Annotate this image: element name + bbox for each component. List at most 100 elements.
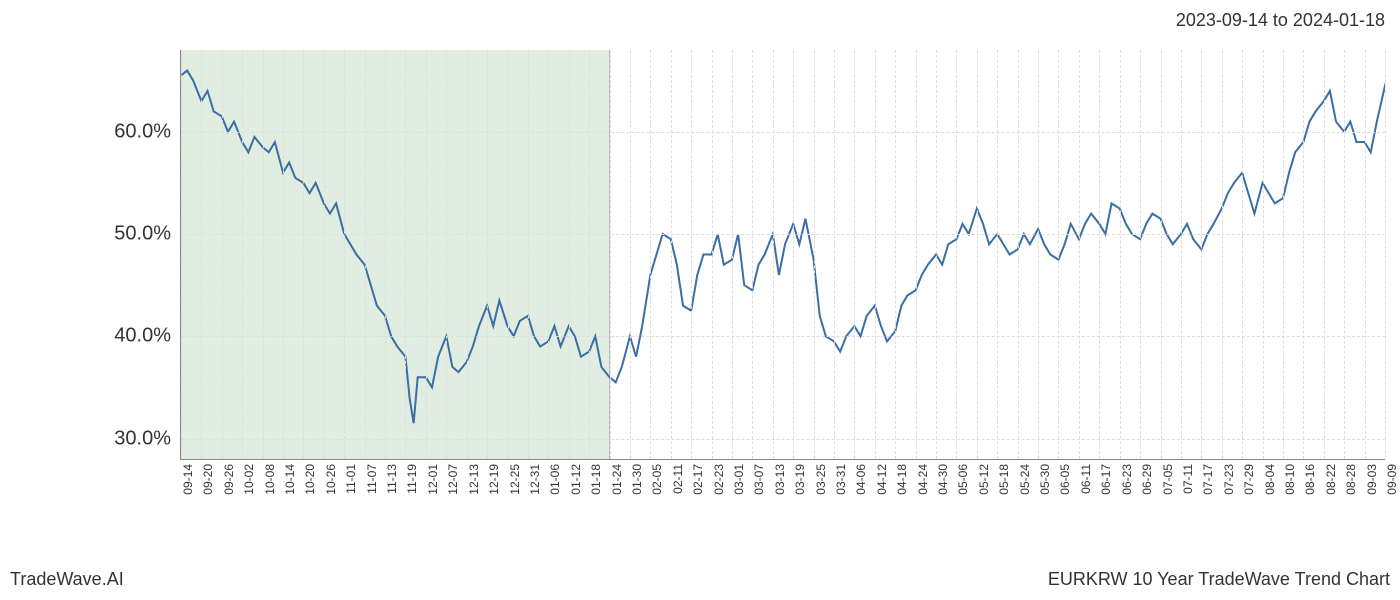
grid-line-v	[446, 50, 447, 459]
x-axis-label: 12-25	[508, 464, 522, 495]
x-axis-label: 10-26	[324, 464, 338, 495]
grid-line-v	[1181, 50, 1182, 459]
x-axis-label: 09-26	[222, 464, 236, 495]
grid-line-v	[303, 50, 304, 459]
grid-line-v	[1161, 50, 1162, 459]
x-axis-label: 12-31	[528, 464, 542, 495]
x-axis-label: 05-24	[1018, 464, 1032, 495]
x-axis-label: 05-30	[1038, 464, 1052, 495]
grid-line-v	[752, 50, 753, 459]
grid-line-v	[201, 50, 202, 459]
x-axis-label: 09-20	[201, 464, 215, 495]
grid-line-v	[916, 50, 917, 459]
x-axis-label: 03-19	[793, 464, 807, 495]
grid-line-v	[1324, 50, 1325, 459]
x-axis-label: 01-18	[589, 464, 603, 495]
x-axis-label: 04-12	[875, 464, 889, 495]
x-axis-label: 03-13	[773, 464, 787, 495]
grid-line-v	[1385, 50, 1386, 459]
grid-line-v	[283, 50, 284, 459]
grid-line-h	[181, 336, 1385, 337]
chart-container: 09-1409-2009-2610-0210-0810-1410-2010-26…	[60, 50, 1385, 540]
grid-line-v	[528, 50, 529, 459]
grid-line-v	[793, 50, 794, 459]
grid-line-v	[344, 50, 345, 459]
brand-label: TradeWave.AI	[10, 569, 124, 590]
x-axis-label: 12-13	[467, 464, 481, 495]
x-axis-label: 09-03	[1365, 464, 1379, 495]
grid-line-v	[1222, 50, 1223, 459]
grid-line-v	[630, 50, 631, 459]
grid-line-v	[650, 50, 651, 459]
x-axis-label: 10-08	[263, 464, 277, 495]
grid-line-v	[1140, 50, 1141, 459]
x-axis-label: 04-24	[916, 464, 930, 495]
x-axis-label: 07-11	[1181, 464, 1195, 494]
date-range-label: 2023-09-14 to 2024-01-18	[1176, 10, 1385, 31]
line-chart-svg	[181, 50, 1385, 459]
x-axis-label: 12-19	[487, 464, 501, 495]
x-axis-label: 06-29	[1140, 464, 1154, 495]
x-axis-label: 11-19	[405, 464, 419, 494]
x-axis-label: 08-22	[1324, 464, 1338, 495]
x-axis-label: 08-28	[1344, 464, 1358, 495]
grid-line-v	[487, 50, 488, 459]
grid-line-v	[548, 50, 549, 459]
y-axis-label: 30.0%	[114, 427, 181, 450]
x-axis-label: 10-14	[283, 464, 297, 495]
x-axis-label: 01-24	[610, 464, 624, 495]
x-axis-label: 02-05	[650, 464, 664, 495]
x-axis-label: 07-23	[1222, 464, 1236, 495]
x-axis-label: 07-29	[1242, 464, 1256, 495]
x-axis-label: 05-12	[977, 464, 991, 495]
x-axis-label: 08-16	[1303, 464, 1317, 495]
x-axis-label: 11-07	[365, 464, 379, 494]
grid-line-v	[1365, 50, 1366, 459]
grid-line-v	[405, 50, 406, 459]
grid-line-v	[385, 50, 386, 459]
grid-line-v	[1058, 50, 1059, 459]
x-axis-label: 04-18	[895, 464, 909, 495]
grid-line-v	[181, 50, 182, 459]
grid-line-v	[691, 50, 692, 459]
grid-line-v	[426, 50, 427, 459]
x-axis-label: 08-04	[1263, 464, 1277, 495]
x-axis-label: 01-30	[630, 464, 644, 495]
grid-line-v	[1201, 50, 1202, 459]
grid-line-v	[1079, 50, 1080, 459]
y-axis-label: 40.0%	[114, 325, 181, 348]
grid-line-v	[732, 50, 733, 459]
grid-line-v	[610, 50, 611, 459]
x-axis-label: 11-13	[385, 464, 399, 494]
x-axis-label: 12-01	[426, 464, 440, 495]
x-axis-label: 01-06	[548, 464, 562, 495]
grid-line-v	[1038, 50, 1039, 459]
grid-line-v	[854, 50, 855, 459]
x-axis-label: 11-01	[344, 464, 358, 494]
grid-line-v	[242, 50, 243, 459]
x-axis-label: 06-23	[1120, 464, 1134, 495]
grid-line-v	[263, 50, 264, 459]
grid-line-v	[1344, 50, 1345, 459]
grid-line-v	[712, 50, 713, 459]
grid-line-h	[181, 234, 1385, 235]
grid-line-v	[895, 50, 896, 459]
x-axis-label: 06-11	[1079, 464, 1093, 494]
x-axis-label: 07-17	[1201, 464, 1215, 495]
x-axis-label: 03-31	[834, 464, 848, 495]
x-axis-label: 05-06	[956, 464, 970, 495]
grid-line-v	[977, 50, 978, 459]
x-axis-label: 08-10	[1283, 464, 1297, 495]
y-axis-label: 60.0%	[114, 120, 181, 143]
grid-line-v	[1099, 50, 1100, 459]
grid-line-v	[1120, 50, 1121, 459]
grid-line-v	[671, 50, 672, 459]
grid-line-v	[1263, 50, 1264, 459]
x-axis-label: 03-07	[752, 464, 766, 495]
grid-line-v	[467, 50, 468, 459]
x-axis-label: 10-02	[242, 464, 256, 495]
grid-line-v	[814, 50, 815, 459]
grid-line-v	[1242, 50, 1243, 459]
x-axis-label: 06-17	[1099, 464, 1113, 495]
x-axis-label: 10-20	[303, 464, 317, 495]
